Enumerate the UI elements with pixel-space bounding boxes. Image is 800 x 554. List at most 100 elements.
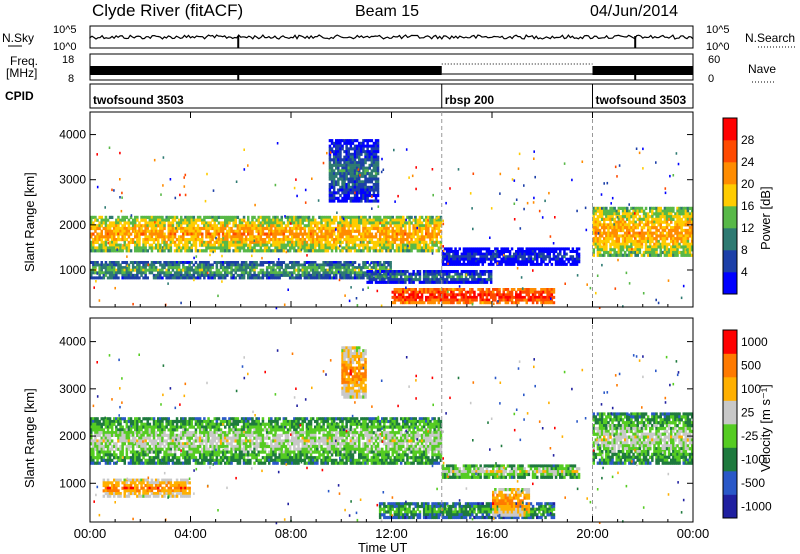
data-cell <box>230 263 233 267</box>
data-cell <box>330 147 334 151</box>
data-cell <box>305 268 309 272</box>
data-cell <box>320 263 323 267</box>
data-cell <box>288 246 292 250</box>
data-cell <box>521 298 524 302</box>
data-cell <box>663 212 667 216</box>
data-cell <box>146 268 149 272</box>
data-cell <box>100 218 103 222</box>
data-cell <box>667 253 671 257</box>
data-cell <box>466 270 470 274</box>
data-cell <box>353 261 357 264</box>
data-cell <box>92 238 95 242</box>
data-cell <box>630 226 633 230</box>
data-cell <box>435 226 438 231</box>
data-cell <box>236 243 240 247</box>
data-cell <box>435 278 438 282</box>
data-cell <box>372 150 376 154</box>
freq-left-tick-bottom: 8 <box>68 73 74 85</box>
data-cell <box>286 224 290 228</box>
data-cell <box>483 255 487 259</box>
data-cell <box>370 161 374 165</box>
data-cell <box>353 238 357 242</box>
data-cell <box>288 218 292 222</box>
data-cell <box>180 218 183 222</box>
data-cell <box>177 276 181 280</box>
data-cell <box>349 224 353 228</box>
scatter-cell <box>533 150 535 153</box>
data-cell <box>343 158 346 162</box>
data-cell <box>102 266 106 270</box>
data-cell <box>314 232 317 236</box>
data-cell <box>150 229 154 233</box>
scatter-cell <box>548 191 550 195</box>
data-cell <box>684 212 688 216</box>
data-cell <box>190 268 193 272</box>
data-cell <box>316 263 319 267</box>
data-cell <box>374 224 378 228</box>
data-cell <box>544 288 547 291</box>
data-cell <box>358 169 361 173</box>
data-cell <box>636 217 639 221</box>
data-cell <box>311 235 315 239</box>
data-cell <box>215 271 219 275</box>
scatter-cell <box>167 282 169 285</box>
data-cell <box>376 215 380 219</box>
data-cell <box>374 221 378 225</box>
data-cell <box>437 298 441 302</box>
data-cell <box>615 212 618 216</box>
data-cell <box>362 221 365 225</box>
data-cell <box>464 247 468 251</box>
data-cell <box>140 266 143 270</box>
data-cell <box>605 248 608 252</box>
data-cell <box>506 293 510 297</box>
data-cell <box>646 226 650 230</box>
data-cell <box>276 221 279 225</box>
data-cell <box>418 218 422 222</box>
data-cell <box>399 218 403 222</box>
data-cell <box>422 275 426 279</box>
data-cell <box>653 217 656 221</box>
data-cell <box>169 224 173 228</box>
data-cell <box>640 237 644 241</box>
data-cell <box>529 295 533 299</box>
data-cell <box>376 147 380 151</box>
data-cell <box>600 248 604 252</box>
data-cell <box>238 235 242 239</box>
data-cell <box>127 249 131 253</box>
data-cell <box>205 226 208 231</box>
data-cell <box>649 231 652 235</box>
data-cell <box>339 232 342 236</box>
data-cell <box>330 158 334 162</box>
data-cell <box>322 266 325 270</box>
data-cell <box>441 293 445 297</box>
data-cell <box>219 249 223 253</box>
data-cell <box>657 242 660 246</box>
data-cell <box>376 161 380 165</box>
data-cell <box>221 276 225 280</box>
data-cell <box>464 295 468 299</box>
data-cell <box>358 147 361 151</box>
data-cell <box>134 226 137 231</box>
data-cell <box>376 169 380 173</box>
data-cell <box>598 242 602 246</box>
data-cell <box>343 232 346 236</box>
data-cell <box>414 224 417 228</box>
data-cell <box>276 246 279 250</box>
data-cell <box>441 278 445 282</box>
data-cell <box>469 252 472 256</box>
data-cell <box>207 263 210 267</box>
data-cell <box>324 263 327 267</box>
data-cell <box>221 263 225 267</box>
data-cell <box>161 221 164 225</box>
data-cell <box>98 232 101 236</box>
data-cell <box>188 232 191 236</box>
data-cell <box>445 247 449 251</box>
data-cell <box>393 278 397 282</box>
data-cell <box>353 194 357 198</box>
data-cell <box>531 262 535 266</box>
data-cell <box>186 221 189 225</box>
data-cell <box>270 229 273 233</box>
data-cell <box>600 215 604 219</box>
data-cell <box>500 293 503 297</box>
data-cell <box>184 229 187 233</box>
